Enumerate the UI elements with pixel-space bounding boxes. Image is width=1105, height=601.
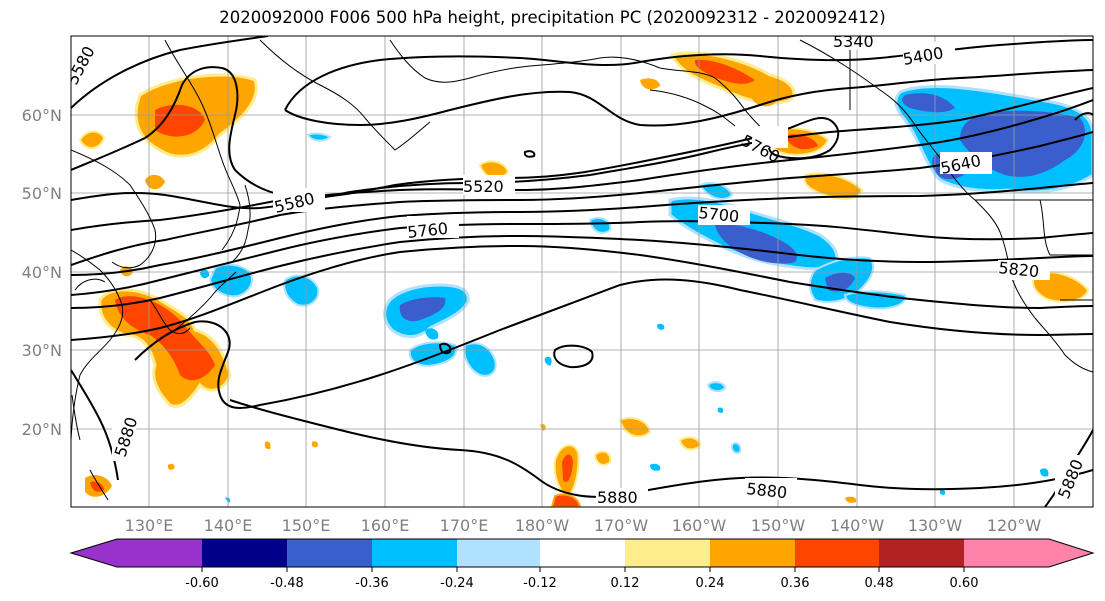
lat-label: 50°N: [22, 184, 62, 203]
colorbar-tick-label: 0.36: [781, 576, 810, 591]
colorbar-cell: [287, 539, 372, 567]
colorbar-cell: [372, 539, 457, 567]
colorbar-extend-low: [71, 539, 117, 567]
colorbar-cell: [879, 539, 964, 567]
contour-label: 5340: [833, 32, 874, 51]
colorbar-cell: [202, 539, 287, 567]
lon-label: 150°W: [751, 516, 806, 535]
colorbar: -0.60 -0.48 -0.36 -0.24 -0.12 0.12 0.24 …: [69, 538, 1095, 591]
lat-label: 60°N: [22, 106, 62, 125]
colorbar-outline: [69, 538, 1095, 568]
colorbar-tick-label: 0.48: [865, 576, 894, 591]
contour-label: 5700: [698, 203, 740, 226]
colorbar-cell: [625, 539, 710, 567]
lon-label: 150°E: [282, 516, 331, 535]
colorbar-tick-label: 0.12: [611, 576, 640, 591]
colorbar-tick-label: -0.60: [185, 576, 219, 591]
colorbar-tick-label: -0.36: [355, 576, 389, 591]
colorbar-tick-label: 0.60: [950, 576, 979, 591]
lon-label: 130°W: [908, 516, 963, 535]
map-frame: [70, 35, 1094, 508]
lon-label: 180°W: [515, 516, 570, 535]
lon-label: 170°E: [440, 516, 489, 535]
longitude-labels: 130°E 140°E 150°E 160°E 170°E 180°W 170°…: [125, 516, 1042, 535]
colorbar-cell: [795, 539, 879, 567]
lat-label: 20°N: [22, 420, 62, 439]
lon-label: 160°W: [672, 516, 727, 535]
colorbar-tick-label: -0.24: [440, 576, 474, 591]
colorbar-extend-high: [1049, 539, 1093, 567]
lon-label: 140°W: [830, 516, 885, 535]
lon-label: 130°E: [125, 516, 174, 535]
lon-label: 160°E: [361, 516, 410, 535]
lon-label: 140°E: [204, 516, 253, 535]
colorbar-tick-label: -0.48: [270, 576, 304, 591]
lon-label: 170°W: [594, 516, 649, 535]
colorbar-cell: [540, 539, 625, 567]
colorbar-cell: [964, 539, 1049, 567]
contour-label: 5760: [406, 219, 448, 242]
contour-label: 5880: [597, 488, 638, 507]
colorbar-tick-label: -0.12: [523, 576, 557, 591]
lat-label: 40°N: [22, 263, 62, 282]
contour-label: 5880: [746, 479, 788, 502]
latitude-labels: 60°N 50°N 40°N 30°N 20°N: [22, 106, 62, 439]
contour-label: 5820: [998, 258, 1040, 281]
colorbar-tick-label: 0.24: [696, 576, 725, 591]
map-title: 2020092000 F006 500 hPa height, precipit…: [219, 8, 886, 27]
lon-label: 120°W: [987, 516, 1042, 535]
colorbar-cell: [710, 539, 795, 567]
contour-label: 5520: [463, 177, 504, 196]
contour-labels: 5580 5340 5400 5520 5580 5760 5700 5640 …: [71, 32, 1087, 507]
colorbar-cell: [457, 539, 540, 567]
colorbar-cell: [117, 539, 202, 567]
lat-label: 30°N: [22, 341, 62, 360]
